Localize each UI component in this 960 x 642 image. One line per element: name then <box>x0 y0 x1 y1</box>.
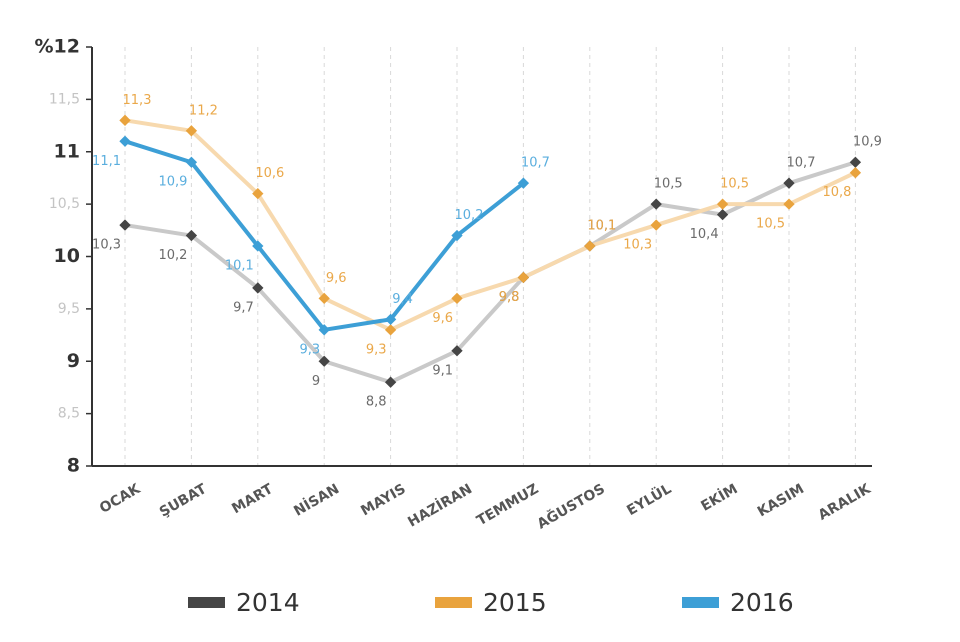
marker <box>119 219 131 231</box>
data-label: 11,1 <box>92 154 121 169</box>
x-tick-label: ARALIK <box>816 481 875 524</box>
marker <box>783 177 795 189</box>
series-line <box>124 160 857 385</box>
marker <box>517 271 530 284</box>
marker <box>185 156 198 168</box>
x-tick-label: OCAK <box>97 480 144 516</box>
data-label: 10,2 <box>158 248 187 263</box>
marker <box>716 198 729 210</box>
marker <box>517 177 530 189</box>
data-label: 10,6 <box>255 166 284 181</box>
marker <box>849 167 862 179</box>
marker <box>185 229 198 242</box>
data-label: 9,8 <box>499 290 520 305</box>
data-label: 10,8 <box>822 185 851 200</box>
x-tick-label: ŞUBAT <box>157 481 210 521</box>
data-label: 10,5 <box>756 217 785 232</box>
x-tick-label: AĞUSTOS <box>534 479 608 532</box>
data-label: 10,9 <box>853 135 882 150</box>
data-label: 10,1 <box>587 219 616 234</box>
series-line <box>124 118 857 332</box>
data-label: 11,3 <box>123 93 152 108</box>
data-label: 9,7 <box>233 300 254 315</box>
data-label: 10,9 <box>158 175 187 190</box>
marker <box>384 324 397 336</box>
y-tick-label: 11,5 <box>49 91 80 107</box>
marker <box>384 376 397 388</box>
data-label: 11,2 <box>189 103 218 118</box>
y-tick-label: 10 <box>54 245 80 267</box>
marker <box>650 219 662 231</box>
y-tick-label: 9,5 <box>58 301 80 317</box>
x-tick-label: TEMMUZ <box>474 481 541 529</box>
data-label: 9,6 <box>326 271 347 286</box>
x-tick-label: EKİM <box>698 480 741 515</box>
x-tick-label: KASIM <box>755 481 807 520</box>
y-tick-label: %12 <box>35 36 80 58</box>
data-label: 10,7 <box>787 156 816 171</box>
marker <box>318 292 330 305</box>
data-label: 10,5 <box>720 177 749 192</box>
x-tick-label: HAZİRAN <box>405 480 475 530</box>
data-label: 9,1 <box>432 363 453 378</box>
data-label: 10,4 <box>690 227 719 242</box>
data-label: 9,4 <box>392 292 413 307</box>
data-label: 10,2 <box>455 208 484 223</box>
data-label: 9,8 <box>499 290 520 305</box>
data-label: 10,1 <box>225 259 254 274</box>
marker <box>384 313 397 326</box>
y-tick-label: 11 <box>54 140 80 162</box>
data-label: 10,7 <box>521 156 550 171</box>
data-label: 10,3 <box>92 238 121 253</box>
marker <box>584 240 596 252</box>
marker <box>716 208 729 221</box>
data-label: 9,3 <box>366 342 387 357</box>
marker <box>650 198 662 210</box>
marker <box>252 240 264 252</box>
data-label: 8,8 <box>366 395 387 410</box>
y-tick-label: 9 <box>67 350 80 372</box>
data-label: 10,5 <box>654 177 683 192</box>
data-label: 9 <box>312 374 320 389</box>
marker <box>252 187 264 200</box>
y-tick-label: 8,5 <box>58 406 80 422</box>
marker <box>451 345 463 357</box>
marker <box>451 292 463 305</box>
data-label: 9,3 <box>300 342 321 357</box>
legend-swatch <box>188 597 225 608</box>
marker <box>783 198 795 210</box>
x-tick-label: MAYIS <box>358 481 408 519</box>
x-tick-label: MART <box>229 481 276 517</box>
data-label: 10,1 <box>587 219 616 234</box>
data-label: 10,3 <box>623 238 652 253</box>
x-tick-label: NİSAN <box>291 480 342 520</box>
legend-label: 2014 <box>236 588 300 617</box>
y-tick-label: 8 <box>67 455 80 477</box>
data-label: 9,6 <box>432 311 453 326</box>
legend-label: 2015 <box>483 588 547 617</box>
legend-label: 2016 <box>730 588 794 617</box>
x-tick-label: EYLÜL <box>623 479 674 519</box>
marker <box>849 156 862 168</box>
y-tick-label: 10,5 <box>49 196 80 212</box>
marker <box>318 355 330 367</box>
legend-swatch <box>435 597 472 608</box>
marker <box>119 114 131 126</box>
legend-swatch <box>682 597 719 608</box>
marker <box>119 135 131 147</box>
marker <box>451 229 463 242</box>
marker <box>318 324 330 336</box>
